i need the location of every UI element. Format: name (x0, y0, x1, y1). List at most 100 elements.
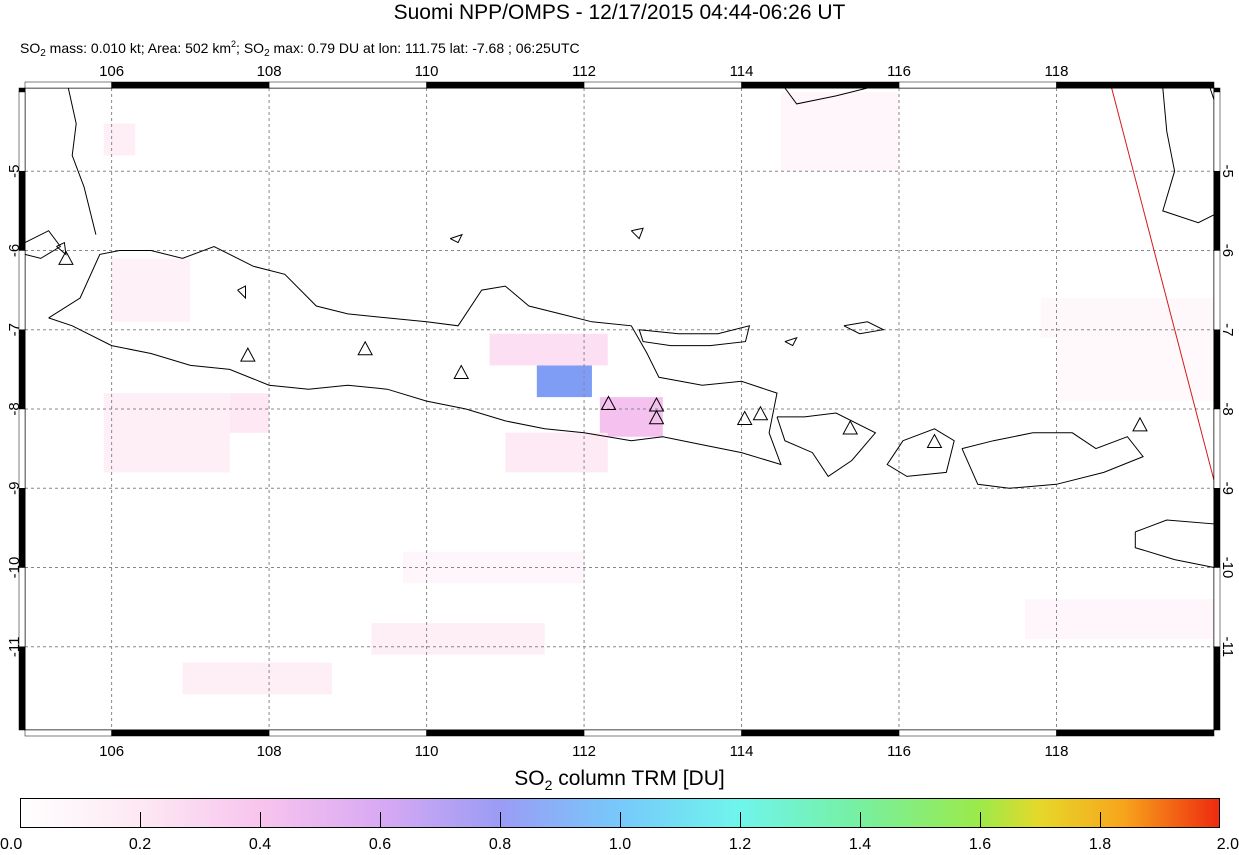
colorbar-tick-label: 1.2 (728, 836, 752, 853)
so2-pixel (182, 662, 333, 695)
border-bar-left (18, 250, 26, 330)
border-bar-right (1213, 329, 1221, 410)
volcano-triangle-icon (648, 409, 665, 425)
volcano-triangle-icon (752, 405, 769, 421)
lon-label-bottom: 112 (572, 743, 596, 760)
border-bar-bottom (426, 729, 585, 737)
border-bar-right (1213, 87, 1221, 93)
so2-pixel (111, 258, 191, 322)
volcano-triangle-icon (926, 433, 943, 448)
lat-label-left: -9 (6, 482, 23, 495)
coastline (237, 285, 246, 300)
colorbar-tick-label: 1.4 (848, 836, 872, 853)
colorbar-tick-label: 0.4 (248, 836, 272, 853)
border-bar-right (1213, 250, 1221, 330)
volcano-markers (58, 250, 1148, 448)
colorbar-title-text: column TRM [DU] (558, 767, 725, 790)
border-bar-left (18, 488, 26, 568)
coastline (449, 233, 463, 244)
border-bar-right (1213, 170, 1221, 251)
colorbar-tick (740, 812, 741, 828)
border-bar-bottom (741, 729, 900, 737)
graticule (25, 88, 1214, 730)
lat-label-right: -11 (1219, 636, 1236, 657)
lon-label-top: 106 (99, 63, 124, 80)
border-bar-top (583, 81, 742, 89)
coastline (886, 428, 955, 477)
coastline (1209, 87, 1215, 101)
lat-label-right: -6 (1219, 244, 1236, 257)
border-bar-left (18, 567, 26, 648)
so2-area: 502 km (185, 40, 232, 56)
so2-pixel (103, 393, 230, 473)
volcano-triangle-icon (600, 395, 617, 410)
border-bar-top (268, 81, 427, 89)
coastline (843, 321, 885, 335)
colorbar-tick (140, 812, 141, 828)
border-bar-right (1213, 408, 1221, 489)
coastline (638, 325, 751, 347)
border-bar-top (1056, 81, 1215, 89)
border-bar-left (18, 91, 26, 172)
coastline (56, 241, 67, 256)
so2-pixel (229, 393, 270, 433)
so2-stats-line: SO2 mass: 0.010 kt; Area: 502 km2; SO2 m… (20, 39, 580, 59)
map-title: Suomi NPP/OMPS - 12/17/2015 04:44-06:26 … (393, 1, 846, 24)
so2-mass: 0.010 kt (90, 40, 141, 56)
lat-label-right: -9 (1219, 482, 1236, 495)
lat-label-left: -5 (6, 165, 23, 178)
so2-pixel-layer (103, 91, 1214, 695)
lon-label-bottom: 116 (887, 743, 911, 760)
border-bar-left (18, 329, 26, 410)
border-bar-left (18, 87, 26, 93)
coastline (784, 336, 798, 347)
colorbar-tick-label: 2.0 (1216, 836, 1239, 853)
so2-pixel (1040, 298, 1214, 338)
lon-label-bottom: 114 (730, 743, 754, 760)
so2-pixel (780, 91, 900, 172)
border-bar-top (426, 81, 585, 89)
border-bar-top (898, 81, 1057, 89)
border-bar-right (1213, 91, 1221, 172)
colorbar-tick (860, 812, 861, 828)
lon-label-bottom: 106 (99, 743, 124, 760)
colorbar-title: SO2 column TRM [DU] (514, 767, 725, 793)
volcano-triangle-icon (453, 364, 470, 380)
lon-label-bottom: 108 (257, 743, 282, 760)
lat-label-left: -6 (6, 244, 23, 257)
so2-pixel (536, 365, 592, 398)
lat-label-left: -8 (6, 402, 23, 415)
volcano-triangle-icon (736, 410, 753, 426)
border-bar-left (18, 170, 26, 251)
lon-label-top: 116 (887, 63, 911, 80)
border-bar-bottom (24, 729, 112, 737)
map-figure: 106 106 108 108 110 110 112 112 114 114 116 116 118 1… (6, 63, 1236, 760)
coastline (1162, 87, 1215, 224)
coastlines (24, 87, 1215, 569)
so2-pixel (1025, 599, 1214, 639)
border-bar-top (111, 81, 270, 89)
volcano-triangle-icon (240, 347, 256, 362)
coastline (67, 87, 97, 235)
border-bar-left (18, 408, 26, 489)
coastline (630, 227, 644, 240)
lon-label-top: 118 (1045, 63, 1069, 80)
volcano-triangle-icon (357, 340, 374, 356)
lon-label-bottom: 118 (1045, 743, 1069, 760)
so2-pixel (599, 397, 663, 437)
border-bar-bottom (898, 729, 1057, 737)
so2-pixel (371, 623, 545, 655)
coastline (784, 87, 868, 105)
colorbar-tick-label: 0.2 (128, 836, 152, 853)
lon-label-bottom: 110 (415, 743, 439, 760)
colorbar-tick (1100, 812, 1101, 828)
border-bar-right (1213, 488, 1221, 568)
volcano-triangle-icon (1132, 416, 1148, 432)
colorbar-tick (500, 812, 501, 828)
colorbar-tick (980, 812, 981, 828)
coastline (48, 245, 782, 466)
border-bar-bottom (1056, 729, 1215, 737)
so2-pixel (1056, 337, 1214, 402)
coastline (1134, 519, 1215, 569)
so2-pixel (103, 123, 136, 156)
